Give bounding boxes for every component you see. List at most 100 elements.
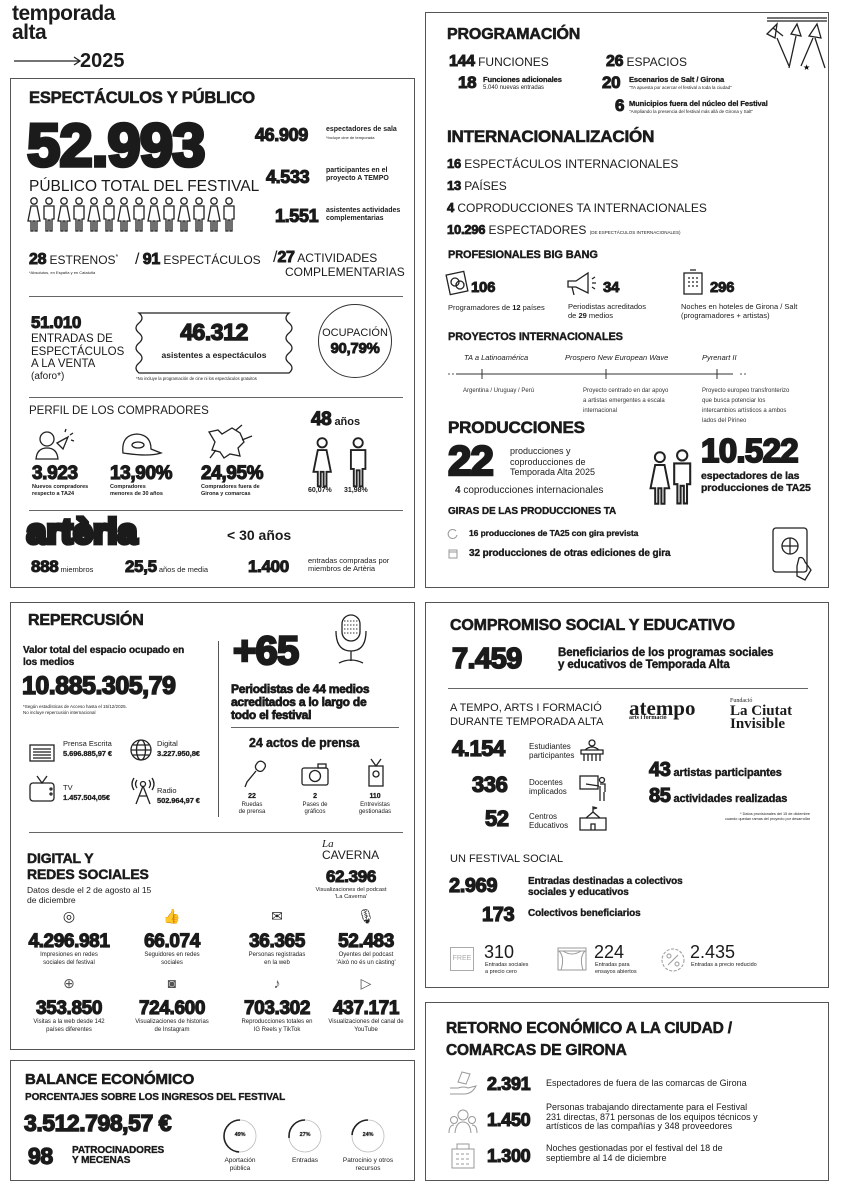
espectaculos-count: / 91 ESPECTÁCULOS: [135, 251, 261, 269]
arteria-logo: artèria: [25, 511, 140, 554]
acto-value: 2: [313, 793, 317, 800]
atempo-logo: atempo arts i formació: [629, 696, 696, 722]
title-line: REDES SOCIALES: [27, 866, 149, 882]
audience-figures: [27, 197, 252, 233]
arteria-entradas-label: entradas compradas por miembros de Artèri…: [308, 557, 389, 573]
label-line: de Instagram: [154, 1026, 190, 1033]
spotlights-icon: ★: [765, 17, 827, 72]
valor-total: 10.885.305,79: [21, 671, 176, 701]
section-title: REPERCUSIÓN: [28, 612, 144, 630]
woman-icon: [312, 437, 332, 488]
complementarias-label: asistentes actividades complementarias: [326, 207, 400, 223]
perfil-label-2: Girona y comarcas: [201, 490, 251, 497]
radio-tower-icon: [131, 777, 155, 805]
title-line: RETORNO ECONÓMICO A LA CIUDAD /: [446, 1020, 733, 1038]
gira-item: 32 producciones de otras ediciones de gi…: [469, 548, 671, 559]
vertical-divider: [218, 641, 219, 817]
atempo-value: 4.533: [265, 166, 310, 187]
noches-label: Noches en hoteles de Girona / Salt (progr…: [681, 302, 797, 320]
label-line: Espectadores de fuera de las comarcas de…: [546, 1078, 747, 1088]
label-line: 231 directas, 871 personas de los equipo…: [546, 1111, 758, 1122]
intl-item: 16 ESPECTÁCULOS INTERNACIONALES: [447, 156, 679, 172]
medio-value: 1.457.504,05€: [63, 793, 110, 802]
acto-value: 110: [369, 793, 381, 800]
label-line: todo el festival: [231, 708, 312, 722]
digital-stat-label: Seguidores en redes sociales: [117, 952, 227, 967]
timeline: [448, 369, 748, 379]
sala-value: 46.909: [254, 124, 308, 145]
divider: [29, 397, 403, 399]
microphone-icon: [335, 614, 367, 664]
gira-label: producciones de TA25 con gira prevista: [480, 528, 639, 538]
hotel-building-icon: [451, 1143, 475, 1169]
entradas-line: ESPECTÁCULOS: [31, 345, 125, 358]
ingreso-label: Entradas: [270, 1157, 340, 1165]
estrenos-value: 28: [29, 251, 47, 269]
proyectos-title: PROYECTOS INTERNACIONALES: [448, 331, 623, 343]
label-bold: 12: [512, 303, 521, 312]
perfil-label-2: respecto a TA24: [32, 490, 75, 497]
digital-stat-label: Reproducciones totales en IG Reels y TikT…: [222, 1019, 332, 1034]
hombres-percent: 31,98%: [344, 487, 368, 494]
artistas-value: 43: [648, 758, 671, 781]
atempo-stat-value: 336: [471, 771, 508, 797]
intl-item: 10.296 ESPECTADORES (DE ESPECTÁCULOS INT…: [447, 222, 681, 238]
estrenos: 28 ESTRENOS*: [29, 251, 119, 269]
label-line: 'Això no és un càsting': [336, 959, 396, 966]
map-icon: [207, 424, 253, 459]
atempo-logo-text: atempo: [629, 696, 696, 720]
ciutat-invisible-logo: Fundació La Ciutat Invisible: [730, 697, 792, 735]
perfil-label-1: Nuevos compradores: [32, 484, 89, 490]
digital-stat-value: 36.365: [249, 930, 306, 952]
asistentes-value: 46.312: [180, 318, 249, 345]
digital-stat-value: 353.850: [35, 997, 103, 1019]
tiktok-icon: ♪: [273, 975, 281, 991]
digital-stat-label: Visualizaciones de historias de Instagram: [117, 1019, 227, 1034]
intl-value: 10.296: [447, 222, 486, 238]
atempo-stat-label: Centros Educativos: [529, 812, 568, 830]
gira-item: 16 producciones de TA25 con gira previst…: [469, 528, 639, 538]
perfil-label: Compradores fuera de Girona y comarcas: [201, 484, 260, 497]
intl-note: (DE ESPECTÁCULOS INTERNACIONALES): [589, 230, 681, 235]
label-line: Visitas a la web desde 142: [33, 1019, 105, 1025]
actividades: 85 actividades realizadas: [648, 784, 787, 808]
label-part: países: [520, 303, 545, 312]
label-line: Impresiones en redes: [40, 952, 98, 958]
label-line: Ruedas: [241, 802, 263, 808]
retorno-label: Personas trabajando directamente para el…: [546, 1102, 758, 1132]
ring-arc: [223, 1119, 257, 1153]
desc-line: Proyecto centrado en dar apoyo: [583, 388, 669, 394]
label-line: países diferentes: [46, 1026, 92, 1033]
title-line: COMARCAS DE GIRONA: [446, 1042, 627, 1060]
ingreso-percent: 24%: [362, 1132, 374, 1138]
label-line: acreditados a lo largo de: [231, 695, 367, 709]
proyecto-name: Pyrenart II: [702, 353, 737, 362]
valor-note: *Según estadísticas de Acceso hasta el 1…: [23, 704, 127, 715]
estrenos-note: *Absolutos, en España y en Cataluña: [29, 270, 96, 275]
person-cursor-icon: [35, 428, 75, 460]
label-line: Reproducciones totales en: [241, 1019, 313, 1025]
acto-label: Ruedas de prensa: [231, 802, 273, 816]
ingreso-percent: 27%: [299, 1132, 311, 1138]
intl-value: 16: [447, 156, 462, 172]
actividades-count: /27 ACTIVIDADES COMPLEMENTARIAS: [273, 249, 405, 279]
retorno-value: 2.391: [486, 1073, 531, 1094]
hand-ticket-icon: [450, 1071, 477, 1095]
label-line: Seguidores en redes: [144, 952, 200, 958]
retorno-label: Noches gestionadas por el festival del 1…: [546, 1143, 723, 1163]
social-stat-value: 2.435: [690, 942, 736, 962]
label-line: Educativos: [529, 821, 569, 830]
ring-arc: [288, 1119, 322, 1153]
ring-arc: [351, 1119, 385, 1153]
eyes-icon: ◎: [62, 908, 76, 924]
perfil-label-2: menores de 30 años: [110, 490, 163, 497]
intl-label: ESPECTÁCULOS INTERNACIONALES: [464, 157, 679, 171]
social-stat-label: Entradas para ensayos abiertos: [595, 962, 637, 975]
entradas-label: ENTRADAS DE ESPECTÁCULOS A LA VENTA (afo…: [31, 333, 124, 383]
label-line: YouTube: [354, 1026, 378, 1033]
logo-year: 2025: [80, 50, 125, 72]
actos-title: 24 actos de prensa: [249, 736, 360, 750]
masks-icon: [445, 270, 469, 296]
edad-media: 48 años: [310, 408, 360, 431]
balance-subtitle: PORCENTAJES SOBRE LOS INGRESOS DEL FESTI…: [25, 1092, 286, 1103]
